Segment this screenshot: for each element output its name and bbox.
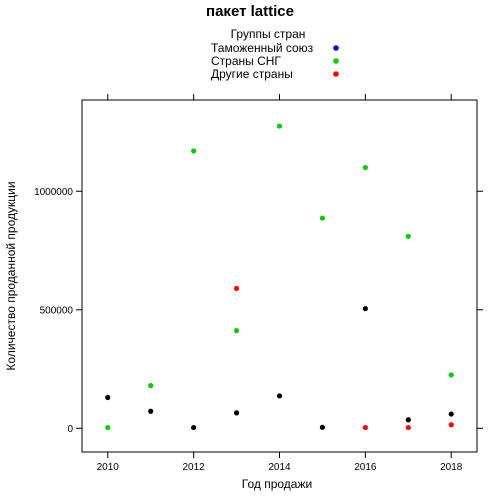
x-tick-label: 2010 [97,462,120,473]
legend-label: Страны СНГ [211,54,281,68]
data-point [191,424,197,431]
data-point [405,424,411,431]
data-point [105,394,111,401]
data-point [319,215,326,221]
legend-label: Другие страны [211,67,293,81]
x-tick-label: 2014 [268,462,291,473]
data-point [448,372,454,378]
data-point [405,233,411,239]
data-point [105,424,111,431]
legend-label: Таможенный союз [211,41,314,55]
data-point [276,123,283,129]
data-point [405,417,411,423]
data-point [148,408,154,414]
data-point [362,424,368,431]
data-point [362,164,368,171]
x-axis-label: Год продажи [242,477,312,491]
data-point [233,285,240,292]
x-tick-label: 2016 [354,462,377,473]
data-point [448,411,454,417]
data-point [276,393,283,399]
y-tick-label: 0 [67,424,73,435]
y-tick-label: 500000 [40,305,74,316]
data-point [233,328,240,334]
data-point [191,148,197,154]
data-points [105,123,454,431]
y-tick-label: 1000000 [34,187,73,198]
chart-title: пакет lattice [206,3,294,20]
legend-title: Группы стран [231,27,306,41]
x-tick-label: 2012 [183,462,206,473]
legend-marker [333,58,339,64]
legend-marker [333,45,339,51]
y-axis: 0 500000 1000000 [34,187,483,435]
data-point [448,422,454,428]
x-axis: 2010 2012 2014 2016 2018 [97,94,463,473]
data-point [319,424,326,430]
plot-frame [81,99,478,453]
x-tick-label: 2018 [440,462,463,473]
legend-marker [333,71,339,77]
y-axis-label: Количество проданной продукции [4,181,18,370]
data-point [362,305,368,312]
data-point [233,410,240,416]
data-point [148,383,154,389]
